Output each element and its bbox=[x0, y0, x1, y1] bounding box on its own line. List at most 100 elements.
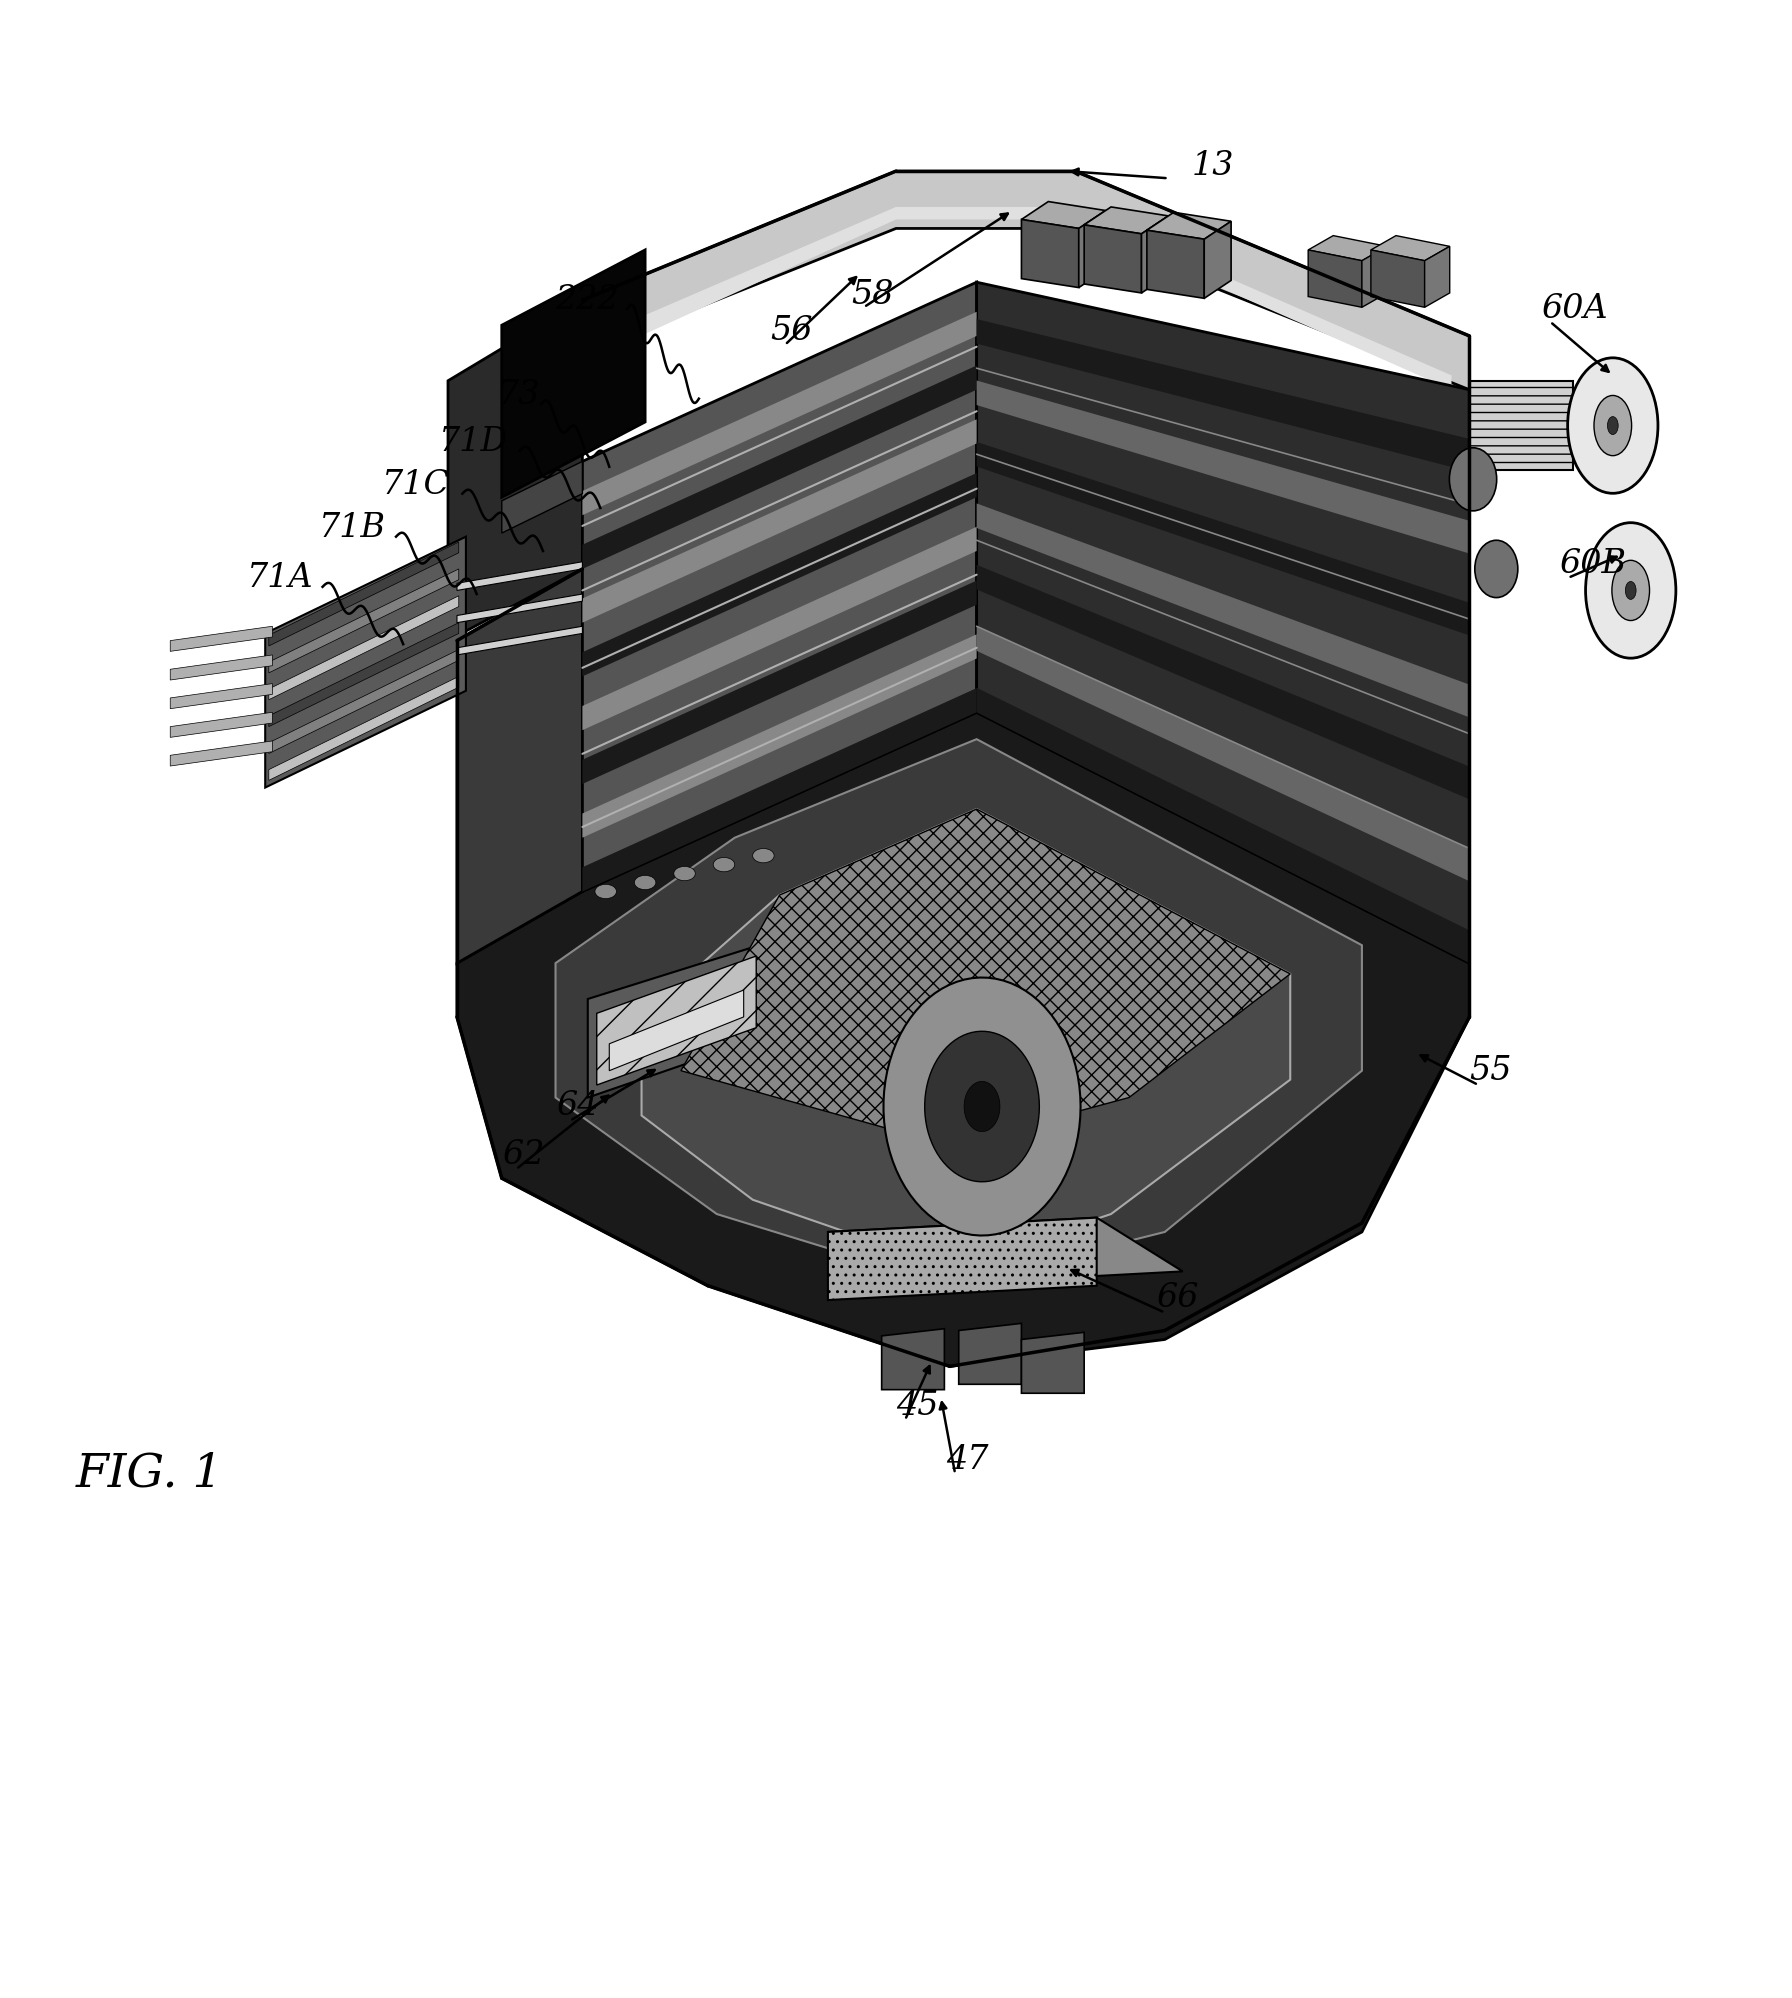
Polygon shape bbox=[582, 282, 977, 891]
Polygon shape bbox=[925, 1031, 1039, 1181]
Polygon shape bbox=[170, 683, 272, 709]
Polygon shape bbox=[269, 569, 459, 673]
Text: 71C: 71C bbox=[382, 470, 450, 501]
Polygon shape bbox=[1308, 250, 1362, 308]
Polygon shape bbox=[265, 537, 466, 787]
Polygon shape bbox=[977, 320, 1469, 472]
Ellipse shape bbox=[713, 857, 735, 871]
Polygon shape bbox=[457, 711, 1469, 1367]
Polygon shape bbox=[959, 1323, 1021, 1385]
Polygon shape bbox=[457, 625, 582, 655]
Polygon shape bbox=[269, 595, 459, 699]
Polygon shape bbox=[170, 625, 272, 651]
Polygon shape bbox=[1371, 236, 1450, 260]
Polygon shape bbox=[828, 1217, 1097, 1301]
Polygon shape bbox=[457, 561, 582, 591]
Polygon shape bbox=[1084, 226, 1142, 294]
Text: 60B: 60B bbox=[1559, 547, 1625, 579]
Polygon shape bbox=[1079, 210, 1106, 288]
Polygon shape bbox=[588, 941, 771, 1097]
Polygon shape bbox=[1147, 230, 1204, 298]
Polygon shape bbox=[1147, 212, 1231, 240]
Polygon shape bbox=[1469, 390, 1577, 462]
Ellipse shape bbox=[1607, 418, 1618, 434]
Text: 64: 64 bbox=[556, 1091, 599, 1123]
Polygon shape bbox=[1142, 216, 1168, 294]
Polygon shape bbox=[170, 711, 272, 737]
Polygon shape bbox=[883, 977, 1081, 1235]
Polygon shape bbox=[457, 569, 582, 963]
Ellipse shape bbox=[1475, 539, 1518, 597]
Polygon shape bbox=[457, 593, 582, 623]
Polygon shape bbox=[1469, 382, 1573, 470]
Text: 62: 62 bbox=[502, 1139, 545, 1171]
Ellipse shape bbox=[674, 867, 695, 881]
Polygon shape bbox=[977, 625, 1469, 881]
Polygon shape bbox=[1371, 250, 1425, 308]
Text: FIG. 1: FIG. 1 bbox=[75, 1451, 222, 1497]
Polygon shape bbox=[977, 442, 1469, 635]
Text: 58: 58 bbox=[851, 278, 894, 312]
Text: 13: 13 bbox=[1192, 150, 1235, 182]
Ellipse shape bbox=[634, 875, 656, 889]
Polygon shape bbox=[269, 541, 459, 645]
Polygon shape bbox=[269, 649, 459, 753]
Polygon shape bbox=[882, 1329, 944, 1391]
Polygon shape bbox=[977, 282, 1469, 963]
Polygon shape bbox=[582, 581, 977, 783]
Polygon shape bbox=[597, 955, 756, 1085]
Polygon shape bbox=[582, 420, 977, 623]
Polygon shape bbox=[1084, 208, 1168, 234]
Polygon shape bbox=[448, 300, 582, 641]
Polygon shape bbox=[582, 527, 977, 729]
Text: 45: 45 bbox=[896, 1391, 939, 1423]
Polygon shape bbox=[582, 474, 977, 677]
Polygon shape bbox=[502, 250, 645, 498]
Ellipse shape bbox=[1625, 581, 1636, 599]
Polygon shape bbox=[1362, 246, 1387, 308]
Text: 47: 47 bbox=[946, 1443, 989, 1475]
Ellipse shape bbox=[1450, 448, 1496, 511]
Polygon shape bbox=[269, 623, 459, 727]
Polygon shape bbox=[1021, 202, 1106, 228]
Text: 71A: 71A bbox=[247, 561, 314, 593]
Polygon shape bbox=[828, 1217, 1183, 1287]
Ellipse shape bbox=[753, 849, 774, 863]
Text: 73: 73 bbox=[498, 380, 541, 412]
Polygon shape bbox=[556, 739, 1362, 1287]
Polygon shape bbox=[1021, 1333, 1084, 1393]
Text: 55: 55 bbox=[1469, 1055, 1512, 1087]
Polygon shape bbox=[582, 312, 977, 515]
Polygon shape bbox=[502, 462, 582, 533]
Ellipse shape bbox=[1595, 396, 1633, 456]
Polygon shape bbox=[582, 633, 977, 837]
Polygon shape bbox=[977, 503, 1469, 717]
Polygon shape bbox=[609, 991, 744, 1071]
Polygon shape bbox=[977, 687, 1469, 963]
Polygon shape bbox=[964, 1081, 1000, 1131]
Polygon shape bbox=[582, 687, 977, 891]
Polygon shape bbox=[977, 565, 1469, 799]
Polygon shape bbox=[269, 677, 459, 781]
Polygon shape bbox=[582, 366, 977, 569]
Polygon shape bbox=[1425, 246, 1450, 308]
Polygon shape bbox=[170, 655, 272, 679]
Text: 71D: 71D bbox=[439, 426, 509, 458]
Text: 56: 56 bbox=[771, 314, 814, 346]
Text: 71B: 71B bbox=[319, 511, 385, 543]
Polygon shape bbox=[1308, 236, 1387, 260]
Ellipse shape bbox=[595, 885, 616, 899]
Polygon shape bbox=[977, 380, 1469, 553]
Polygon shape bbox=[1021, 220, 1079, 288]
Text: 66: 66 bbox=[1156, 1283, 1199, 1315]
Ellipse shape bbox=[1568, 358, 1658, 494]
Text: 222: 222 bbox=[556, 284, 620, 316]
Text: 60A: 60A bbox=[1541, 294, 1607, 326]
Ellipse shape bbox=[1613, 559, 1650, 621]
Polygon shape bbox=[582, 172, 1469, 390]
Polygon shape bbox=[681, 809, 1290, 1147]
Ellipse shape bbox=[1586, 523, 1676, 657]
Polygon shape bbox=[170, 741, 272, 765]
Polygon shape bbox=[1204, 222, 1231, 298]
Polygon shape bbox=[642, 809, 1290, 1269]
